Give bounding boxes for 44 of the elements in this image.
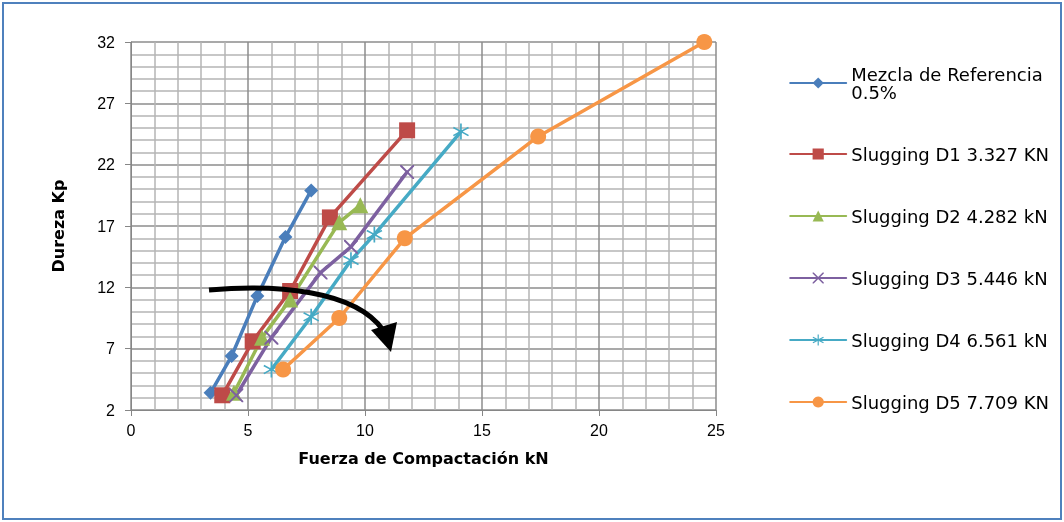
legend-label: Slugging D1 3.327 KN	[851, 143, 1050, 165]
x-tick-label: 25	[707, 421, 725, 439]
point	[254, 329, 271, 346]
legend-label: Slugging D4 6.561 kN	[851, 329, 1048, 351]
point	[313, 265, 328, 280]
legend-label: Slugging D2 4.282 kN	[851, 205, 1048, 227]
point	[224, 349, 239, 364]
point	[304, 183, 319, 198]
point	[352, 197, 369, 214]
point	[321, 209, 338, 226]
point	[282, 291, 299, 308]
point	[342, 252, 359, 269]
y-tick-label: 2	[106, 401, 116, 419]
y-tick-label: 7	[106, 340, 116, 358]
legend-label: Slugging D5 7.709 KN	[851, 391, 1050, 413]
y-tick-label: 32	[97, 33, 116, 51]
x-axis-title: Fuerza de Compactación kN	[298, 448, 549, 468]
x-tick-label: 10	[356, 421, 374, 439]
point	[331, 214, 348, 231]
point	[250, 288, 265, 303]
y-axis-title: Dureza Kp	[48, 179, 68, 273]
point	[400, 165, 415, 180]
x-tick-label: 15	[473, 421, 491, 439]
y-tick-label: 27	[97, 94, 116, 112]
point	[303, 308, 320, 325]
x-tick-label: 0	[126, 421, 136, 439]
point	[278, 230, 293, 245]
y-tick-label: 12	[97, 278, 116, 296]
point	[399, 122, 416, 139]
point	[452, 123, 469, 140]
legend-label: Slugging D3 5.446 kN	[851, 267, 1048, 289]
y-tick-label: 22	[97, 156, 116, 174]
point	[275, 361, 292, 378]
x-tick-label: 5	[243, 421, 253, 439]
point	[214, 387, 231, 404]
point	[696, 34, 713, 50]
point	[396, 230, 413, 247]
point	[530, 128, 547, 145]
legend-label: Mezcla de Referencia 0.5%	[851, 63, 1049, 103]
point	[264, 330, 279, 345]
y-tick-label: 17	[97, 217, 116, 235]
x-tick-label: 20	[590, 421, 608, 439]
point	[343, 239, 358, 254]
point	[331, 310, 348, 326]
